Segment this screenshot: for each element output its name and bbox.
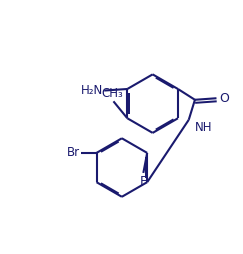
Text: CH₃: CH₃ <box>101 87 123 100</box>
Text: H₂N: H₂N <box>80 84 103 97</box>
Text: O: O <box>220 92 229 105</box>
Text: Br: Br <box>66 146 79 160</box>
Text: F: F <box>140 175 147 188</box>
Text: NH: NH <box>195 121 212 134</box>
